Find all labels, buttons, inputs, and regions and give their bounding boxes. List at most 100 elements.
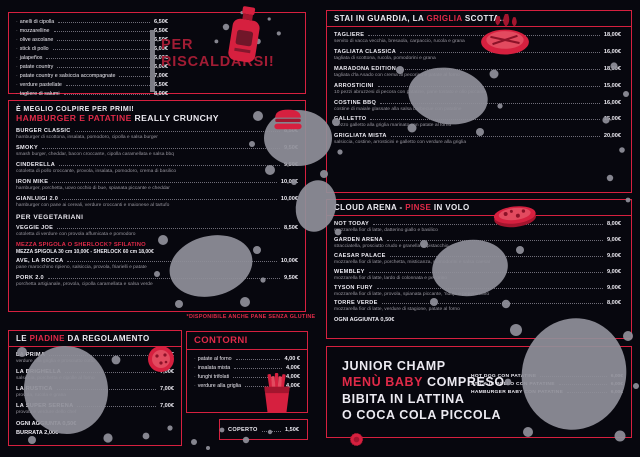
vegetarian-subheader: PER VEGETARIANI bbox=[16, 213, 84, 221]
menu-item: GRIGLIATA MISTA 20,00€ salsiccia, costine,… bbox=[334, 133, 621, 146]
item-name: LA PRIMA bbox=[16, 352, 46, 358]
item-price: 7,00€ bbox=[160, 385, 174, 392]
item-price: 20,00€ bbox=[603, 133, 621, 140]
item-price: 6,00€ bbox=[154, 45, 168, 52]
item-desc: mozzarella fior di latte, datterino gial… bbox=[334, 228, 438, 233]
item-name: WEMBLEY bbox=[334, 268, 365, 275]
item-price: 15,00€ bbox=[603, 82, 621, 89]
item-name: TAGLIATA CLASSICA bbox=[334, 48, 397, 55]
item-desc: hamburger, porchetta, uovo occhio di bue… bbox=[16, 185, 170, 191]
list-item: · funghi trifolati 4,00€ bbox=[194, 373, 300, 380]
item-price: 7,00€ bbox=[154, 72, 168, 79]
item-price: 7,00€ bbox=[160, 368, 174, 375]
menu-item: GALLETTO 15,00€ mezzo galletto alla grigli… bbox=[334, 116, 621, 129]
baby-items-list: HOT DOG CON PATATINE 6,00€ STICK DI POLLO… bbox=[471, 373, 623, 395]
menu-item: SMOKY 9,50€ smash burger, cheddar, bacon c… bbox=[16, 145, 298, 158]
item-name: HOT DOG CON PATATINE bbox=[471, 374, 537, 379]
item-desc: mozzarella fior di latte, lardo di colon… bbox=[334, 275, 448, 281]
item-price: 4,00€ bbox=[286, 382, 300, 389]
menu-item: NOT TODAY 8,00€ mozzarella fior di latte, … bbox=[334, 221, 621, 234]
contorni-header: CONTORNI bbox=[187, 332, 307, 350]
item-price: 9,00€ bbox=[607, 236, 621, 243]
item-name: olive ascolane bbox=[19, 36, 54, 43]
list-item: · verdure alla griglia 4,00€ bbox=[194, 382, 300, 389]
bottle-cap-icon bbox=[349, 432, 364, 447]
item-name: MARADONA EDITION bbox=[334, 65, 397, 72]
item-name: HAMBURGER BABY CON PATATINE bbox=[471, 390, 564, 395]
item-price: 9,50€ bbox=[284, 161, 298, 168]
gluten-free-note: *DISPONIBILE ANCHE PANE SENZA GLUTINE bbox=[186, 314, 316, 320]
starters-list: · anelli di cipolla 6,50€ · mozzarelline 6,5… bbox=[16, 18, 168, 98]
item-name: GRIGLIATA MISTA bbox=[334, 133, 387, 140]
pinse-box: CLOUD ARENA - PINSE IN VOLO NOT TODAY 8,0… bbox=[326, 199, 632, 339]
item-price: 18,00€ bbox=[603, 32, 621, 38]
item-name: ARROSTICINI bbox=[334, 82, 374, 89]
item-name: tagliere di salumi bbox=[19, 90, 60, 97]
pinse-header: CLOUD ARENA - PINSE IN VOLO bbox=[327, 200, 631, 216]
list-item: · patate al forno 4,00 € bbox=[194, 356, 300, 362]
item-price: 6,00€ bbox=[154, 54, 168, 61]
item-price: 9,00€ bbox=[607, 284, 621, 291]
item-desc: pane marocchino ripieno, salsiccia, prov… bbox=[16, 265, 147, 271]
item-name: GARDEN ARENA bbox=[334, 236, 384, 243]
item-price: 6,50€ bbox=[154, 36, 168, 43]
item-price: 16,00€ bbox=[603, 99, 621, 106]
item-name: TORRE VERDE bbox=[334, 300, 378, 307]
steak-grill-icon bbox=[478, 14, 532, 58]
item-desc: 10 pezzi abruzzesi di pecora con patatin… bbox=[334, 89, 487, 95]
item-price: 9,00€ bbox=[607, 252, 621, 259]
item-price: 6,50€ bbox=[154, 81, 168, 88]
item-desc: tagliata d'la Asado con crema al pecorin… bbox=[334, 72, 460, 78]
item-desc: mezzo galletto alla griglia marinato con… bbox=[334, 123, 452, 129]
item-name: TAGLIERE bbox=[334, 32, 365, 38]
menu-item: LA SUPER SERENA 7,00€ provola e verdure de… bbox=[16, 403, 174, 416]
pinse-footer: OGNI AGGIUNTA 0,50€ bbox=[334, 316, 395, 323]
item-name: mozzarelline bbox=[19, 27, 50, 34]
menu-item: CAESAR PALACE 9,00€ mozzarella fior di lat… bbox=[334, 253, 621, 266]
list-item: · insalata mista 4,00€ bbox=[194, 364, 300, 371]
item-name: jalapeños bbox=[19, 54, 43, 61]
menu-item: LA RUSTICA 7,00€ provola, rucola e grana bbox=[16, 386, 174, 399]
baby-title-line: JUNIOR CHAMP bbox=[342, 359, 446, 373]
list-item: · stick di pollo 6,00€ bbox=[16, 45, 168, 52]
item-desc: cotoletta di verdure con provola affumic… bbox=[16, 231, 136, 237]
item-desc: provola, rucola e grana bbox=[16, 392, 67, 398]
item-name: funghi trifolati bbox=[197, 373, 230, 380]
baby-title-line: O COCA COLA PICCOLA bbox=[342, 407, 502, 422]
burgers-header-top: È MEGLIO COLPIRE PER PRIMI! bbox=[16, 106, 135, 113]
item-price: 6,50€ bbox=[154, 27, 168, 34]
grill-header: STAI IN GUARDIA, LA GRIGLIA SCOTTA... bbox=[327, 11, 631, 27]
list-item: · verdure pastellate 6,50€ bbox=[16, 81, 168, 88]
item-name: stick di pollo bbox=[19, 45, 49, 52]
baby-title-line: BIBITA IN LATTINA bbox=[342, 391, 465, 406]
menu-item: ARROSTICINI 15,00€ 10 pezzi abruzzesi di p… bbox=[334, 83, 621, 96]
item-name: verdure alla griglia bbox=[197, 382, 242, 389]
menu-item: VEGGIE JOE 8,50€ cotoletta di verdure con … bbox=[16, 225, 298, 238]
list-item: · anelli di cipolla 6,50€ bbox=[16, 19, 168, 25]
item-price: 15,00€ bbox=[603, 116, 621, 123]
contorni-box: CONTORNI · patate al forno 4,00 € · insalat… bbox=[186, 331, 308, 413]
menu-item: IRON MIKE 10,00€ hamburger, porchetta, uov… bbox=[16, 179, 298, 192]
list-item: · patate country 6,00€ bbox=[16, 63, 168, 70]
item-name: NOT TODAY bbox=[334, 221, 370, 227]
item-price: 16,00€ bbox=[603, 48, 621, 55]
menu-item: WEMBLEY 9,00€ mozzarella fior di latte, la… bbox=[334, 269, 621, 282]
item-desc: cotoletta di pollo croccante, provola, i… bbox=[16, 168, 177, 174]
item-desc: hamburger di scottona, insalata, pomodor… bbox=[16, 135, 158, 140]
list-item: · tagliere di salumi 8,00€ bbox=[16, 90, 168, 97]
list-item: HOT DOG CON PATATINE 6,00€ bbox=[471, 373, 623, 379]
item-price: 6,00€ bbox=[610, 382, 623, 387]
piadine-footer: OGNI AGGIUNTA 0,50€ BURRATA 2,00€ bbox=[16, 421, 77, 436]
grill-box: STAI IN GUARDIA, LA GRIGLIA SCOTTA... TA… bbox=[326, 10, 632, 193]
item-price: 7,00€ bbox=[160, 402, 174, 409]
item-desc: hamburger con pane ai cereali, verdure c… bbox=[16, 202, 170, 208]
item-desc: smash burger, cheddar, bacon croccante, … bbox=[16, 151, 174, 157]
item-desc: stracciatella, prosciutto crudo e granel… bbox=[334, 243, 449, 249]
item-price: 8,00€ bbox=[154, 90, 168, 97]
item-price: 10,00€ bbox=[280, 178, 298, 185]
menu-item: TAGLIERE 18,00€ servito di vacca vecchia, … bbox=[334, 32, 621, 45]
burgers-header: HAMBURGER E PATATINE REALLY CRUNCHY bbox=[16, 113, 219, 123]
list-item: STICK DI POLLO CON PATATINE 6,00€ bbox=[471, 381, 623, 387]
item-name: BURGER CLASSIC bbox=[16, 128, 71, 134]
